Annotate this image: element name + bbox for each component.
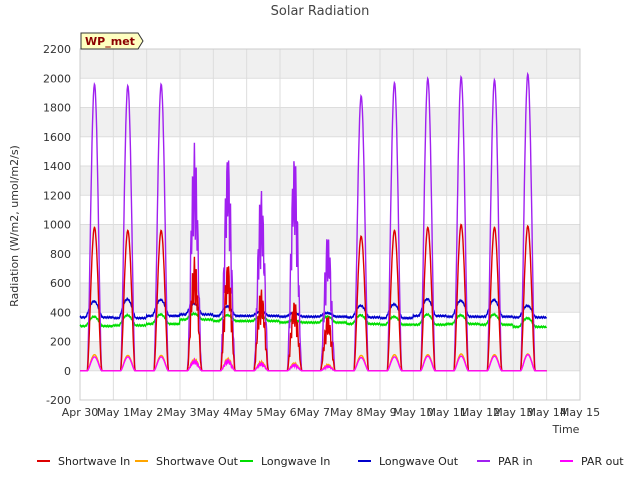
legend-item: PAR out <box>560 455 624 468</box>
y-axis-label: Radiation (W/m2, umol/m2/s) <box>8 145 21 307</box>
legend-label: Longwave Out <box>379 455 459 468</box>
plot-band <box>80 136 580 166</box>
y-tick-label: 0 <box>64 365 71 378</box>
series-line-longwave-in <box>79 311 548 330</box>
y-tick-label: 1800 <box>43 102 71 115</box>
y-tick-label: 800 <box>50 248 71 261</box>
x-tick-label: May 10 <box>393 406 433 419</box>
legend-label: PAR out <box>581 455 624 468</box>
y-tick-label: 1000 <box>43 219 71 232</box>
station-label-text: WP_met <box>85 35 135 48</box>
legend-item: Shortwave Out <box>135 455 239 468</box>
x-tick-label: May 13 <box>493 406 533 419</box>
y-tick-label: 400 <box>50 306 71 319</box>
legend-item: PAR in <box>477 455 533 468</box>
x-tick-label: May 8 <box>330 406 363 419</box>
y-axis-ticks: -200 0 200 400 600 800 1000 1200 1400 1600 1800 200… <box>43 43 71 407</box>
station-label-shape <box>80 32 144 50</box>
y-tick-label: 200 <box>50 336 71 349</box>
y-tick-label: -200 <box>46 394 71 407</box>
x-tick-label: May 2 <box>130 406 163 419</box>
x-tick-label: May 3 <box>163 406 196 419</box>
y-tick-label: 2000 <box>43 72 71 85</box>
series-line-longwave-out <box>79 296 548 321</box>
station-label-box: WP_met <box>80 32 144 50</box>
x-axis-label: Time <box>552 423 580 436</box>
plot-band <box>80 78 580 108</box>
x-tick-label: May 12 <box>460 406 500 419</box>
y-tick-label: 600 <box>50 277 71 290</box>
legend-item: Longwave Out <box>358 455 459 468</box>
plot-band <box>80 370 580 400</box>
plot-band <box>80 224 580 254</box>
plot-band <box>80 195 580 225</box>
y-tick-label: 1600 <box>43 131 71 144</box>
series-lines <box>79 71 548 372</box>
y-tick-label: 2200 <box>43 43 71 56</box>
legend-label: Longwave In <box>261 455 330 468</box>
x-tick-label: May 11 <box>427 406 467 419</box>
legend-label: PAR in <box>498 455 533 468</box>
x-tick-label: May 6 <box>263 406 296 419</box>
y-tick-label: 1200 <box>43 189 71 202</box>
plot-band <box>80 166 580 196</box>
y-tick-label: 1400 <box>43 160 71 173</box>
legend-item: Shortwave In <box>37 455 130 468</box>
plot-band <box>80 107 580 137</box>
plot-area-frame <box>79 48 581 401</box>
series-line-par-out <box>80 354 547 372</box>
x-tick-label: May 1 <box>97 406 130 419</box>
chart-legend: Shortwave In Shortwave Out Longwave In Long… <box>37 455 624 468</box>
x-tick-label: Apr 30 <box>62 406 99 419</box>
x-tick-label: May 15 <box>560 406 600 419</box>
x-tick-label: May 5 <box>230 406 263 419</box>
legend-label: Shortwave Out <box>156 455 239 468</box>
x-tick-label: May 7 <box>297 406 330 419</box>
legend-item: Longwave In <box>240 455 330 468</box>
x-tick-label: May 9 <box>363 406 396 419</box>
legend-label: Shortwave In <box>58 455 130 468</box>
x-tick-label: May 4 <box>197 406 230 419</box>
x-tick-label: May 14 <box>527 406 567 419</box>
chart-title: Solar Radiation <box>271 4 370 19</box>
plot-band <box>80 49 580 79</box>
